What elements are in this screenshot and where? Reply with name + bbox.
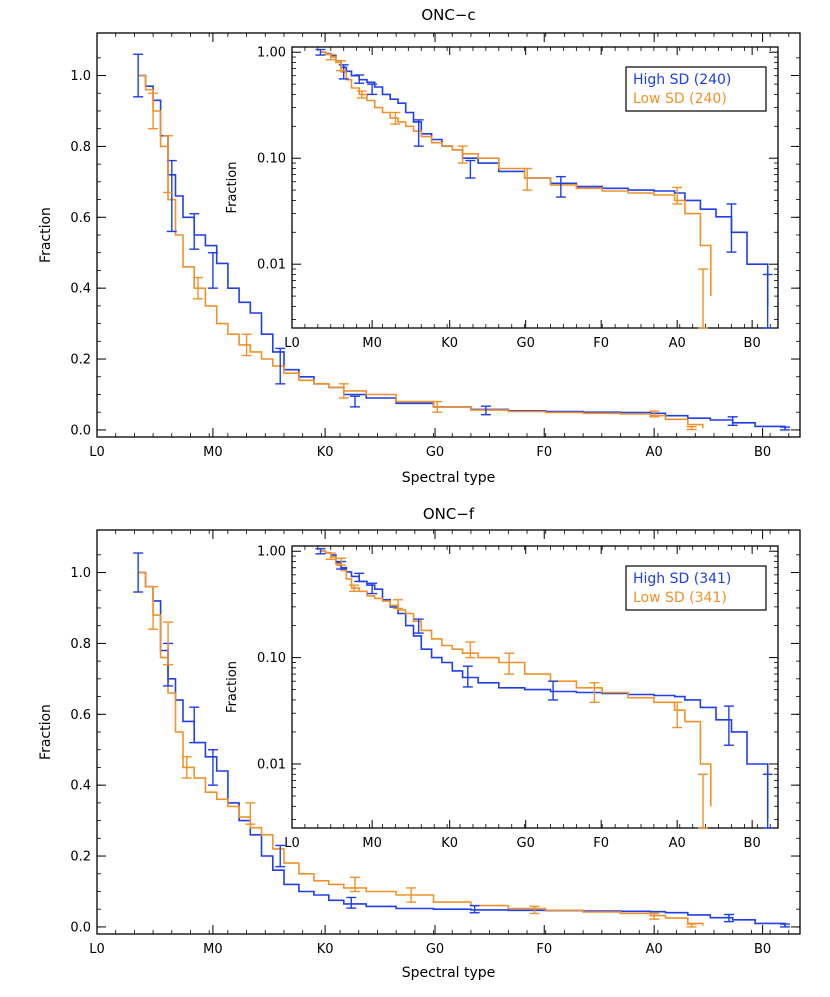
inset-series-low-sd-line	[320, 550, 712, 807]
y-axis-label: Fraction	[38, 704, 54, 760]
inset-x-tick-label: A0	[669, 336, 686, 351]
chart-title: ONC−c	[421, 6, 475, 24]
y-tick-label: 0.6	[70, 211, 91, 226]
legend-box	[625, 66, 767, 112]
inset-x-tick-label: B0	[744, 836, 761, 851]
y-tick-label: 0.6	[70, 708, 91, 723]
legend-box	[625, 565, 767, 611]
x-tick-label: K0	[317, 445, 334, 460]
inset-series-high-sd-line	[320, 550, 769, 820]
y-tick-label: 0.8	[70, 637, 91, 652]
x-axis-label: Spectral type	[402, 470, 496, 486]
x-tick-label: M0	[203, 942, 223, 957]
inset-y-axis-label: Fraction	[225, 661, 240, 713]
inset-x-tick-label: L0	[284, 336, 300, 351]
y-tick-label: 0.8	[70, 140, 91, 155]
series-low-sd-line	[138, 571, 704, 926]
x-axis-label: Spectral type	[402, 965, 496, 981]
inset-x-tick-label: F0	[593, 836, 609, 851]
legend-entry-high: High SD (341)	[633, 571, 731, 587]
y-tick-label: 1.0	[70, 69, 91, 84]
y-tick-label: 0.2	[70, 850, 91, 865]
legend-entry-low: Low SD (341)	[633, 590, 727, 606]
x-tick-label: K0	[317, 942, 334, 957]
inset-series-low-sd-line	[320, 51, 712, 297]
series-high-sd-line	[138, 571, 786, 926]
y-tick-label: 1.0	[70, 566, 91, 581]
legend-entry-low: Low SD (240)	[633, 91, 727, 107]
x-tick-label: L0	[89, 445, 105, 460]
inset-x-tick-label: G0	[517, 336, 535, 351]
inset-y-axis-label: Fraction	[225, 162, 240, 214]
inset-y-tick-label: 0.01	[257, 757, 286, 772]
inset-x-tick-label: B0	[744, 336, 761, 351]
x-tick-label: G0	[426, 942, 444, 957]
inset-x-tick-label: M0	[362, 836, 382, 851]
y-axis-label: Fraction	[38, 207, 54, 263]
inset-y-tick-label: 0.10	[257, 152, 286, 167]
legend-entry-high: High SD (240)	[633, 72, 731, 88]
y-tick-label: 0.0	[70, 423, 91, 438]
inset-x-tick-label: L0	[284, 836, 300, 851]
y-tick-label: 0.0	[70, 920, 91, 935]
inset-x-tick-label: K0	[441, 836, 458, 851]
x-tick-label: M0	[203, 445, 223, 460]
inset-y-tick-label: 1.00	[257, 46, 286, 61]
x-tick-label: B0	[754, 942, 771, 957]
y-tick-label: 0.4	[70, 779, 91, 794]
x-tick-label: A0	[646, 942, 663, 957]
inset-x-tick-label: A0	[669, 836, 686, 851]
inset-x-tick-label: M0	[362, 336, 382, 351]
y-tick-label: 0.4	[70, 282, 91, 297]
inset-x-tick-label: F0	[593, 336, 609, 351]
x-tick-label: F0	[536, 942, 552, 957]
inset-x-tick-label: K0	[441, 336, 458, 351]
x-tick-label: F0	[536, 445, 552, 460]
inset-y-tick-label: 1.00	[257, 545, 286, 560]
x-tick-label: G0	[426, 445, 444, 460]
panel-onc-c: ONC−c L0 M0 K0 G0 F0 A0 B0 0.0 0.2 0.4 0.6 0.8 1.0 Spe…	[38, 6, 801, 486]
panel-onc-f: ONC−f L0 M0 K0 G0 F0 A0 B0 0.0 0.2 0.4 0.6 0.8 1.0 Spe…	[38, 505, 801, 981]
chart-title: ONC−f	[423, 505, 475, 523]
y-tick-label: 0.2	[70, 353, 91, 368]
inset-x-tick-label: G0	[517, 836, 535, 851]
x-tick-label: A0	[646, 445, 663, 460]
inset-y-tick-label: 0.10	[257, 651, 286, 666]
x-tick-label: B0	[754, 445, 771, 460]
x-tick-label: L0	[89, 942, 105, 957]
inset-y-tick-label: 0.01	[257, 258, 286, 273]
series-low-sd-line	[138, 74, 704, 429]
